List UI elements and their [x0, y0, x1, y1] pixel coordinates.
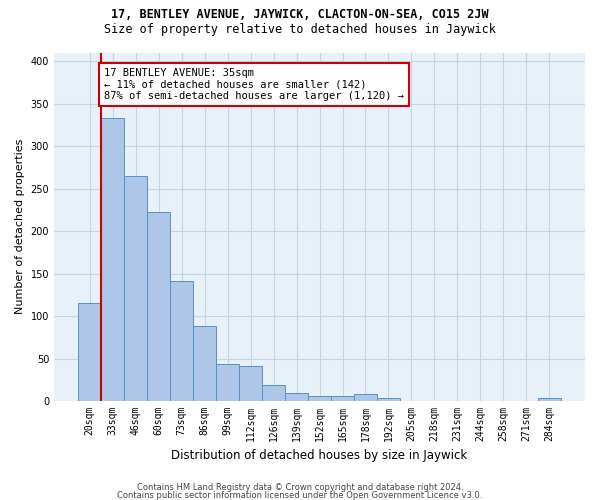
Bar — [239, 366, 262, 401]
Bar — [78, 304, 101, 401]
Text: Size of property relative to detached houses in Jaywick: Size of property relative to detached ho… — [104, 22, 496, 36]
Text: 17, BENTLEY AVENUE, JAYWICK, CLACTON-ON-SEA, CO15 2JW: 17, BENTLEY AVENUE, JAYWICK, CLACTON-ON-… — [111, 8, 489, 20]
Bar — [262, 385, 285, 401]
Bar — [538, 398, 561, 401]
X-axis label: Distribution of detached houses by size in Jaywick: Distribution of detached houses by size … — [172, 450, 467, 462]
Bar — [101, 118, 124, 401]
Bar — [377, 398, 400, 401]
Bar — [285, 392, 308, 401]
Text: Contains public sector information licensed under the Open Government Licence v3: Contains public sector information licen… — [118, 491, 482, 500]
Bar — [354, 394, 377, 401]
Text: Contains HM Land Registry data © Crown copyright and database right 2024.: Contains HM Land Registry data © Crown c… — [137, 484, 463, 492]
Bar — [147, 212, 170, 401]
Text: 17 BENTLEY AVENUE: 35sqm
← 11% of detached houses are smaller (142)
87% of semi-: 17 BENTLEY AVENUE: 35sqm ← 11% of detach… — [104, 68, 404, 101]
Bar — [331, 396, 354, 401]
Bar — [124, 176, 147, 401]
Bar — [193, 326, 216, 401]
Bar — [216, 364, 239, 401]
Bar — [308, 396, 331, 401]
Y-axis label: Number of detached properties: Number of detached properties — [15, 139, 25, 314]
Bar — [170, 281, 193, 401]
